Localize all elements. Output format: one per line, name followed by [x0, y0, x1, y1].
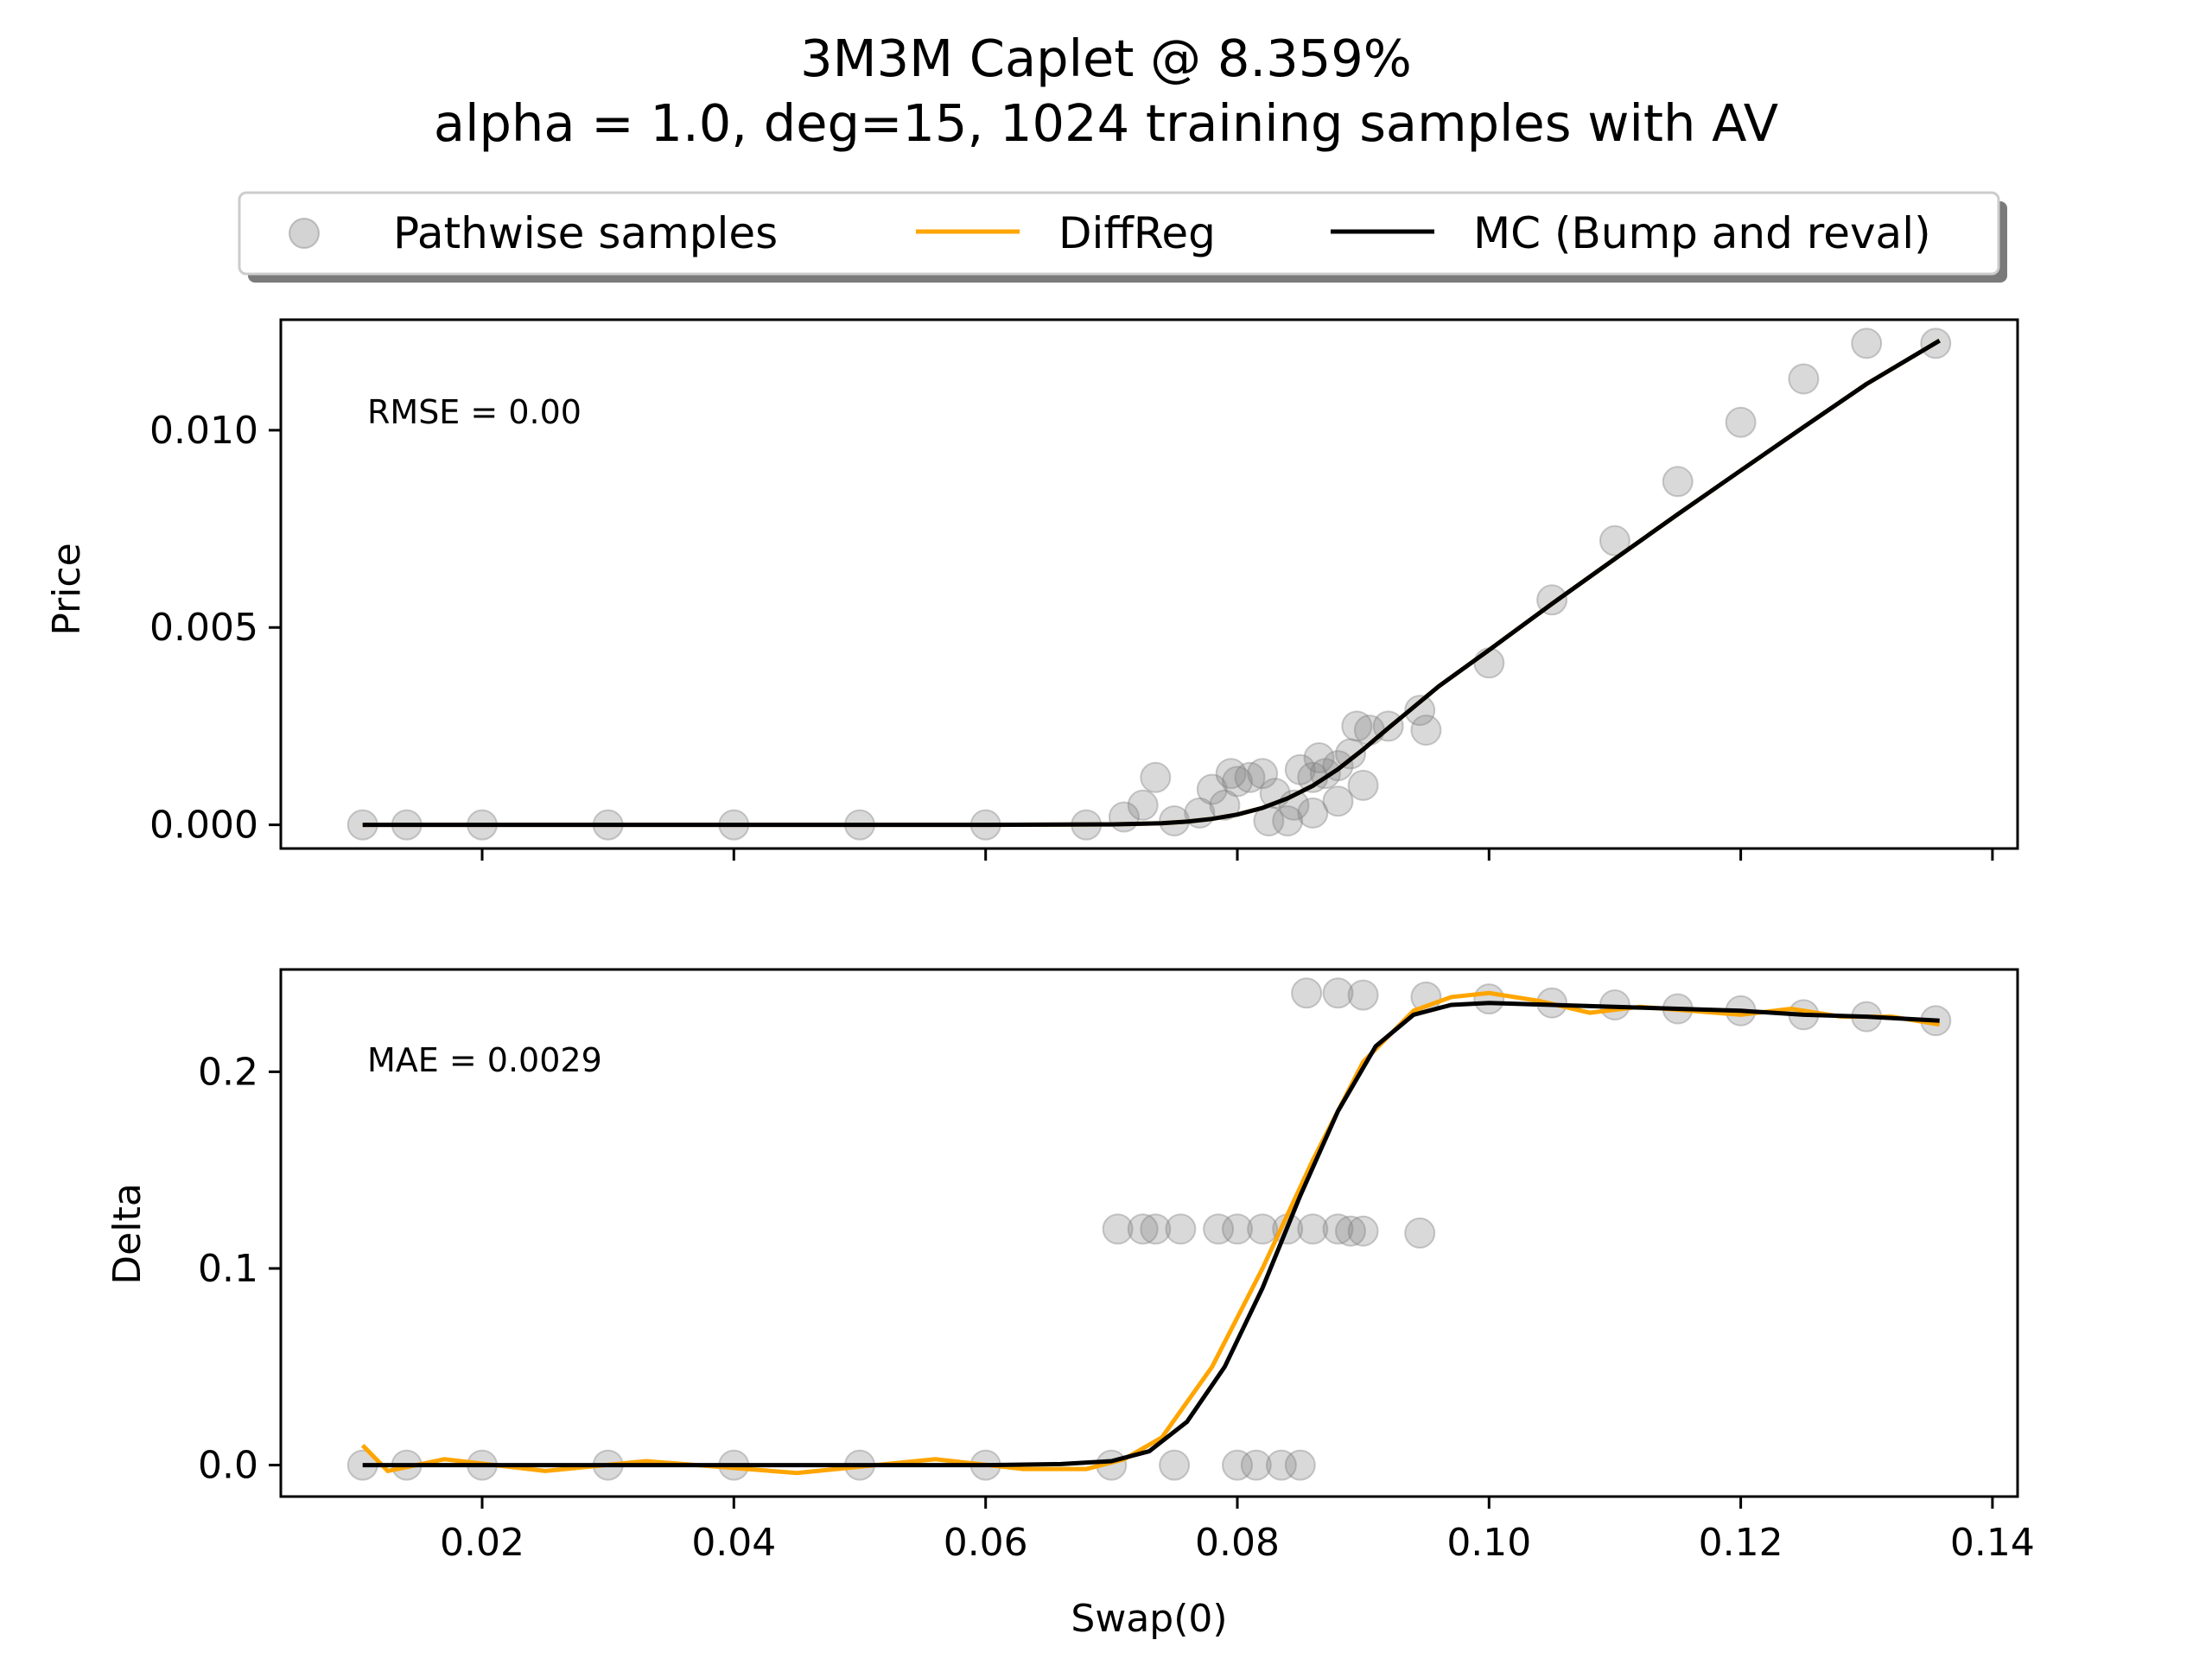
price-panel: 0.000 0.005 0.010 Price RMSE = 0.00 [45, 318, 2019, 861]
price-sample-point [1196, 773, 1228, 805]
delta-y-tick-label: 0.0 [198, 1444, 258, 1488]
price-axes-frame [279, 318, 2019, 850]
price-x-ticks [480, 849, 1994, 861]
delta-panel: 0.02 0.04 0.06 0.08 0.10 0.12 0.14 0.0 0.1 0.2 D… [105, 968, 2035, 1641]
price-sample-point [1599, 524, 1630, 556]
legend-label-mc: MC (Bump and reval) [1473, 208, 1931, 258]
delta-sample-point [1159, 1449, 1191, 1481]
x-axis-label: Swap(0) [1071, 1597, 1227, 1641]
price-sample-point [1662, 466, 1694, 498]
price-samples [346, 327, 1952, 841]
legend-marker-samples [289, 218, 320, 249]
price-sample-point [1215, 758, 1247, 790]
price-sample-point [1851, 327, 1883, 359]
price-sample-point [1209, 789, 1241, 821]
delta-x-tick-label: 0.04 [691, 1521, 776, 1565]
chart-title: 3M3M Caplet @ 8.359% [800, 29, 1412, 88]
delta-y-tick-label: 0.1 [198, 1247, 258, 1291]
price-sample-point [1347, 769, 1379, 801]
delta-sample-point [1335, 1215, 1366, 1247]
delta-sample-point [1284, 1449, 1316, 1481]
delta-sample-point [1291, 977, 1323, 1009]
price-sample-point [1725, 406, 1757, 438]
delta-sample-point [1165, 1213, 1197, 1245]
delta-sample-point [1127, 1213, 1159, 1245]
delta-x-tick-label: 0.06 [944, 1521, 1028, 1565]
delta-mc-line [362, 1001, 1940, 1468]
price-y-ticks: 0.000 0.005 0.010 [149, 409, 281, 848]
price-y-tick-label: 0.000 [149, 804, 258, 848]
mae-annotation: MAE = 0.0029 [367, 1041, 602, 1079]
delta-sample-point [1222, 1449, 1253, 1481]
price-sample-point [1473, 647, 1505, 679]
delta-sample-point [1322, 1213, 1354, 1245]
price-sample-point [1127, 789, 1159, 821]
price-y-tick-label: 0.005 [149, 606, 258, 650]
delta-sample-point [1102, 1213, 1134, 1245]
price-y-axis-label: Price [45, 543, 89, 635]
legend-label-diffreg: DiffReg [1058, 208, 1216, 258]
price-mc-line [362, 339, 1941, 828]
price-sample-point [1234, 761, 1266, 793]
delta-x-tick-label: 0.08 [1195, 1521, 1280, 1565]
price-sample-point [1788, 363, 1820, 395]
price-sample-point [1247, 758, 1279, 790]
delta-sample-point [1222, 1213, 1253, 1245]
price-sample-point [1222, 766, 1253, 798]
delta-sample-point [1297, 1213, 1329, 1245]
price-sample-point [1297, 797, 1329, 829]
price-sample-point [1341, 710, 1373, 742]
delta-sample-point [1322, 977, 1354, 1009]
delta-sample-point [1347, 1215, 1379, 1247]
delta-x-tick-label: 0.02 [440, 1521, 524, 1565]
price-sample-point [1108, 801, 1140, 833]
legend: Pathwise samples DiffReg MC (Bump and re… [238, 191, 2007, 283]
delta-sample-point [1404, 1217, 1436, 1249]
price-y-tick-label: 0.010 [149, 409, 258, 453]
delta-axes-frame [279, 968, 2019, 1498]
delta-y-tick-label: 0.2 [198, 1050, 258, 1094]
delta-sample-point [1347, 979, 1379, 1011]
price-sample-point [1272, 805, 1304, 836]
delta-sample-point [1240, 1449, 1272, 1481]
price-sample-point [1410, 715, 1442, 746]
price-sample-point [1404, 695, 1436, 727]
delta-x-tick-label: 0.12 [1699, 1521, 1783, 1565]
delta-sample-point [1140, 1213, 1172, 1245]
delta-sample-point [1473, 983, 1505, 1015]
delta-x-ticks: 0.02 0.04 0.06 0.08 0.10 0.12 0.14 [440, 1497, 2035, 1565]
chart-subtitle: alpha = 1.0, deg=15, 1024 training sampl… [434, 93, 1778, 153]
price-sample-point [1303, 742, 1335, 773]
rmse-annotation: RMSE = 0.00 [367, 393, 582, 431]
delta-y-ticks: 0.0 0.1 0.2 [198, 1050, 281, 1488]
price-sample-point [1140, 761, 1172, 793]
delta-sample-point [1203, 1213, 1235, 1245]
delta-sample-point [1265, 1449, 1297, 1481]
delta-x-tick-label: 0.14 [1950, 1521, 2035, 1565]
legend-label-samples: Pathwise samples [393, 208, 778, 258]
delta-sample-point [1247, 1213, 1279, 1245]
delta-y-axis-label: Delta [105, 1183, 149, 1284]
price-sample-point [1335, 738, 1366, 770]
delta-x-tick-label: 0.10 [1446, 1521, 1531, 1565]
price-plot-area [281, 320, 2018, 849]
price-sample-point [1322, 785, 1354, 817]
legend-frame [238, 191, 2000, 276]
delta-plot-area [281, 969, 2018, 1497]
price-sample-point [1284, 753, 1316, 785]
